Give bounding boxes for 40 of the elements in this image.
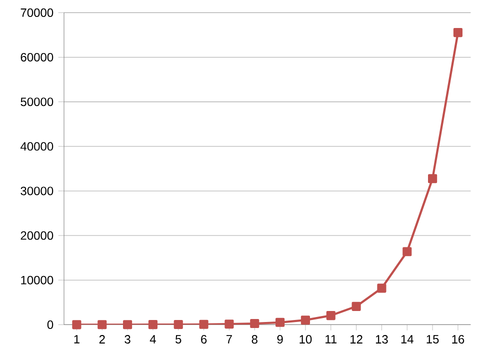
point [352,302,361,311]
x-tick-label: 16 [452,335,464,344]
y-tick-label: 40000 [20,142,54,151]
point [72,320,82,330]
x-tick-label: 14 [401,335,414,344]
point [148,320,158,330]
x-tick-label: 12 [350,335,362,344]
y-tick-label: 60000 [20,52,54,62]
point [250,318,260,328]
x-tick-label: 7 [226,335,232,344]
point [276,318,285,327]
y-tick-label: 0 [47,320,54,329]
point [199,320,208,329]
point [123,320,132,330]
point [224,320,234,329]
x-tick-label: 2 [99,335,105,344]
y-tick-label: 10000 [21,276,54,284]
x-tick-label: 11 [326,335,337,344]
point [453,28,462,38]
point [300,316,310,325]
point [402,247,412,256]
point [98,320,107,330]
y-tick-label: 70000 [20,8,54,17]
x-tick-label: 6 [201,335,207,344]
x-tick-label: 13 [376,335,388,344]
y-tick-label: 20000 [20,231,54,240]
point [174,320,183,330]
y-tick-label: 50000 [20,98,54,106]
point [377,284,386,293]
x-tick-label: 15 [426,335,439,344]
y-tick-label: 30000 [20,186,54,196]
x-tick-label: 1 [74,335,80,344]
x-tick-label: 5 [176,335,182,344]
x-tick-label: 8 [252,335,258,344]
point [428,174,438,184]
x-tick-label: 9 [277,335,283,344]
x-tick-label: 3 [124,335,130,344]
x-tick-label: 10 [300,335,312,344]
point [326,311,336,320]
x-tick-label: 4 [150,335,156,344]
